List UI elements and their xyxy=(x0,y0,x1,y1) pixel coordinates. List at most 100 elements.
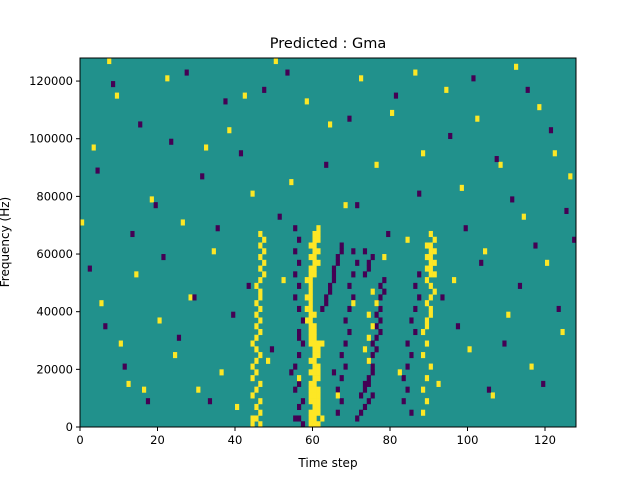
heatmap-cell xyxy=(339,398,344,405)
heatmap-cell xyxy=(378,282,383,289)
heatmap-cell xyxy=(254,323,259,330)
heatmap-cell xyxy=(374,334,379,341)
heatmap-cell xyxy=(393,92,399,99)
heatmap-cell xyxy=(184,69,189,76)
heatmap-cell xyxy=(428,259,433,266)
y-tick-label: 60000 xyxy=(36,247,73,261)
heatmap-cell xyxy=(192,294,197,301)
heatmap-cell xyxy=(250,392,255,399)
heatmap-cell xyxy=(250,190,255,197)
heatmap-cell xyxy=(568,173,573,180)
heatmap-cell xyxy=(320,305,325,312)
heatmap-cell xyxy=(401,398,406,405)
heatmap-cell xyxy=(103,323,108,330)
heatmap-cell xyxy=(374,300,379,307)
heatmap-cell xyxy=(378,328,383,336)
heatmap-cell xyxy=(432,288,437,295)
heatmap-cell xyxy=(510,196,515,203)
heatmap-cell xyxy=(421,409,426,416)
heatmap-cell xyxy=(308,380,313,387)
heatmap-cell xyxy=(506,311,511,318)
heatmap-cell xyxy=(409,317,414,324)
x-tick-label: 40 xyxy=(228,433,243,447)
heatmap-cell xyxy=(293,248,298,255)
heatmap-cell xyxy=(258,409,263,416)
heatmap-cell xyxy=(297,305,302,312)
heatmap-cell xyxy=(95,167,100,174)
heatmap-cell xyxy=(262,236,267,243)
heatmap-cell xyxy=(223,98,228,105)
x-tick-label: 80 xyxy=(383,433,398,447)
heatmap-cell xyxy=(308,415,313,422)
heatmap-cell xyxy=(421,150,426,157)
heatmap-cell xyxy=(378,294,383,301)
heatmap-cell xyxy=(424,242,430,249)
heatmap-cell xyxy=(312,346,317,353)
heatmap-cell xyxy=(556,305,561,312)
heatmap-cell xyxy=(87,265,92,272)
heatmap-cell xyxy=(118,340,123,347)
y-axis-label: Frequency (Hz) xyxy=(0,197,12,288)
heatmap-cell xyxy=(308,323,313,330)
heatmap-cell xyxy=(452,277,457,284)
heatmap-cell xyxy=(370,254,375,261)
heatmap-cell xyxy=(479,259,484,266)
heatmap-cell xyxy=(297,415,302,422)
plot-frame xyxy=(79,57,577,428)
heatmap-cell xyxy=(114,92,120,99)
heatmap-cell xyxy=(211,248,216,255)
heatmap-cell xyxy=(258,230,263,238)
heatmap-cell xyxy=(238,150,244,157)
heatmap-cell xyxy=(331,271,337,278)
heatmap-cell xyxy=(428,305,433,312)
heatmap-cell xyxy=(254,357,259,364)
heatmap-cell xyxy=(331,369,337,376)
heatmap-cell xyxy=(428,265,433,272)
heatmap-cell xyxy=(424,398,430,405)
heatmap-cell xyxy=(297,282,302,289)
heatmap-cell xyxy=(343,202,348,209)
heatmap-cell xyxy=(502,340,507,347)
heatmap-cell xyxy=(308,311,313,318)
heatmap-cell xyxy=(262,271,267,278)
heatmap-cell xyxy=(366,375,371,382)
heatmap-cell xyxy=(308,398,313,405)
heatmap-cell xyxy=(99,300,104,307)
heatmap-cell xyxy=(521,213,526,220)
heatmap-cell xyxy=(312,259,317,266)
heatmap-cell xyxy=(312,363,317,370)
heatmap-cell xyxy=(421,352,426,359)
heatmap-cell xyxy=(308,317,313,324)
heatmap-cell xyxy=(432,248,437,255)
heatmap-cell xyxy=(517,282,523,289)
heatmap-cell xyxy=(378,305,383,312)
heatmap-cell xyxy=(374,311,379,318)
heatmap-cell xyxy=(428,282,433,289)
heatmap-cell xyxy=(424,375,430,382)
heatmap-cell xyxy=(297,259,302,266)
heatmap-cell xyxy=(316,340,321,347)
heatmap-cell xyxy=(424,265,430,272)
heatmap-cell xyxy=(355,259,360,266)
heatmap-cell xyxy=(316,248,321,255)
heatmap-cell xyxy=(359,75,364,82)
heatmap-cell xyxy=(490,392,495,399)
heatmap-cell xyxy=(401,375,406,382)
heatmap-cell xyxy=(312,265,317,272)
heatmap-cell xyxy=(347,328,352,336)
heatmap-cell xyxy=(289,369,294,376)
heatmap-cell xyxy=(428,254,433,261)
heatmap-cell xyxy=(355,202,360,209)
heatmap-cell xyxy=(258,277,263,284)
heatmap-cell xyxy=(316,230,321,238)
heatmap-cell xyxy=(235,403,240,411)
heatmap-cell xyxy=(362,403,368,411)
heatmap-cell xyxy=(316,375,321,382)
heatmap-cell xyxy=(207,398,213,405)
heatmap-cell xyxy=(378,317,383,324)
heatmap-cell xyxy=(204,144,209,151)
heatmap-cell xyxy=(413,69,418,76)
heatmap-cell xyxy=(405,236,410,243)
heatmap-cell xyxy=(312,421,317,428)
heatmap-cell xyxy=(254,282,259,289)
